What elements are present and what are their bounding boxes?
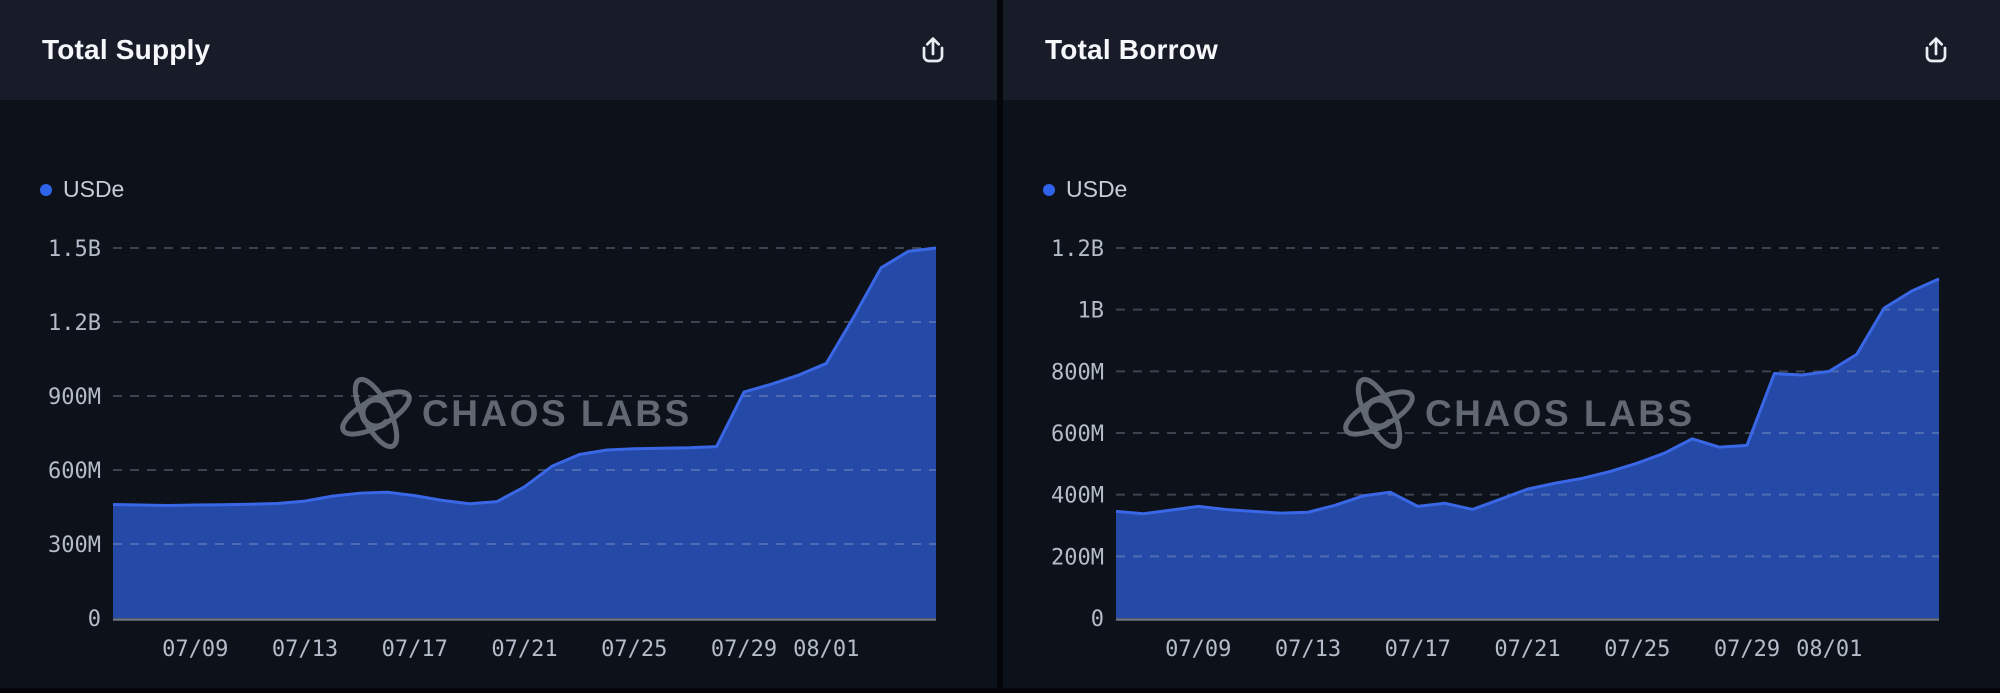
chaos-labs-logo-icon: [1362, 396, 1392, 430]
total-borrow-panel: Total Borrow USDe 1.2B 1B 800M 600M 400M 200M…: [1003, 0, 2000, 688]
area-fill: [1116, 278, 1939, 618]
x-axis-tick-label: 08/01: [793, 637, 859, 662]
y-axis-zero-label: 0: [1091, 607, 1104, 632]
x-axis-tick-label: 08/01: [1796, 637, 1862, 662]
y-axis-tick-label: 800M: [1051, 360, 1104, 385]
legend-dot-icon: [40, 183, 52, 196]
y-axis-tick-label: 1.5B: [48, 237, 101, 262]
x-axis-tick-label: 07/25: [1604, 637, 1670, 662]
legend-item-usde[interactable]: USDe: [1043, 176, 1127, 203]
total-supply-panel: Total Supply USDe 1.5B 1.2B 900M 600M 300M 0 0…: [0, 0, 997, 688]
area-line: [1115, 277, 1940, 516]
y-axis-tick-label: 1.2B: [48, 311, 101, 336]
x-axis-tick-label: 07/13: [272, 637, 338, 662]
panel-header: Total Borrow: [1003, 0, 2000, 100]
y-axis-tick-label: 400M: [1051, 484, 1104, 509]
x-axis-tick-label: 07/21: [491, 637, 557, 662]
legend-label: USDe: [63, 176, 125, 202]
chart-body: USDe 1.5B 1.2B 900M 600M 300M 0 07/09 07/13 07/1…: [0, 100, 997, 688]
x-axis-tick-label: 07/29: [711, 637, 777, 662]
chaos-labs-watermark: CHAOS LABS: [340, 376, 692, 450]
legend-dot-icon: [1043, 183, 1055, 196]
chaos-labs-logo-icon: [359, 396, 389, 430]
y-axis-tick-label: 600M: [48, 459, 101, 484]
chart-body: USDe 1.2B 1B 800M 600M 400M 200M 0 07/09 07/13 07…: [1003, 100, 2000, 688]
y-axis-tick-label: 900M: [48, 385, 101, 410]
x-axis-tick-label: 07/13: [1275, 637, 1341, 662]
total-borrow-area-chart[interactable]: 1.2B 1B 800M 600M 400M 200M 0 07/09 07/13 07/17 07…: [1003, 100, 2000, 688]
x-axis-tick-label: 07/17: [1385, 637, 1451, 662]
export-button[interactable]: [915, 32, 951, 68]
x-axis-tick-label: 07/09: [1165, 637, 1231, 662]
y-axis-tick-label: 1.2B: [1051, 237, 1104, 262]
y-axis-tick-label: 600M: [1051, 422, 1104, 447]
chaos-labs-watermark: CHAOS LABS: [1343, 376, 1695, 450]
y-axis-tick-label: 200M: [1051, 545, 1104, 570]
y-axis-tick-label: 300M: [48, 533, 101, 558]
x-axis-tick-label: 07/21: [1494, 637, 1560, 662]
y-axis-tick-label: 1B: [1078, 299, 1105, 324]
x-axis-tick-label: 07/29: [1714, 637, 1780, 662]
watermark-text: CHAOS LABS: [422, 393, 692, 434]
watermark-text: CHAOS LABS: [1425, 393, 1695, 434]
panel-title: Total Supply: [42, 34, 211, 65]
share-icon: [1925, 37, 1947, 63]
share-icon: [922, 37, 944, 63]
x-axis-tick-label: 07/17: [382, 637, 448, 662]
area-fill: [113, 248, 936, 618]
x-axis-tick-label: 07/09: [162, 637, 228, 662]
panel-title: Total Borrow: [1045, 34, 1218, 65]
export-button[interactable]: [1918, 32, 1954, 68]
y-axis-zero-label: 0: [88, 607, 101, 632]
total-supply-area-chart[interactable]: 1.5B 1.2B 900M 600M 300M 0 07/09 07/13 07/17 07/2…: [0, 100, 997, 688]
area-line: [112, 246, 937, 508]
panel-header: Total Supply: [0, 0, 997, 100]
x-axis-tick-label: 07/25: [601, 637, 667, 662]
legend-label: USDe: [1066, 176, 1128, 202]
legend-item-usde[interactable]: USDe: [40, 176, 124, 203]
